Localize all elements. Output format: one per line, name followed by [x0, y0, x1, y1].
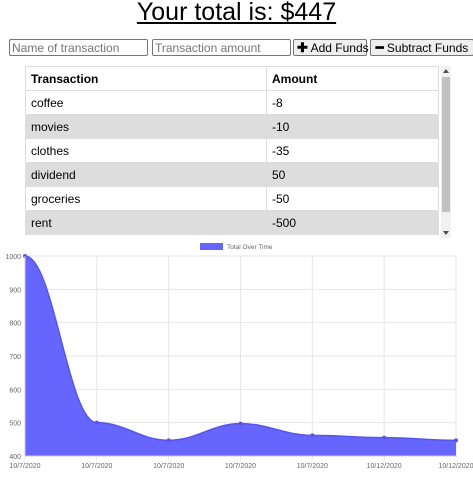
table-row: dividend 50 — [25, 162, 439, 187]
table-row: coffee -8 — [25, 90, 439, 115]
data-point — [238, 421, 243, 426]
transaction-name-cell: clothes — [25, 138, 267, 163]
x-tick-label: 10/7/2020 — [9, 463, 40, 470]
column-header-transaction: Transaction — [25, 66, 267, 91]
y-tick-label: 600 — [9, 387, 21, 394]
scrollbar-thumb[interactable] — [442, 77, 450, 212]
plus-icon: ✚ — [297, 40, 308, 55]
x-tick-label: 10/12/2020 — [367, 463, 402, 470]
table-scrollbar[interactable] — [441, 66, 451, 238]
y-tick-label: 700 — [9, 354, 21, 361]
y-tick-label: 1000 — [5, 254, 21, 261]
total-heading: Your total is: $447 — [136, 0, 337, 26]
column-header-amount: Amount — [266, 66, 439, 91]
add-funds-label: Add Funds — [310, 41, 369, 55]
transaction-amount-cell: 50 — [266, 162, 439, 187]
y-tick-label: 800 — [9, 321, 21, 328]
transaction-table: Transaction Amount coffee -8 movies -10 cl… — [25, 66, 439, 235]
transaction-amount-cell: -8 — [266, 90, 439, 115]
add-funds-button[interactable]: ✚ Add Funds — [293, 39, 369, 56]
y-tick-label: 900 — [9, 287, 21, 294]
legend-label: Total Over Time — [227, 244, 273, 251]
data-point — [454, 438, 458, 443]
legend-swatch — [200, 243, 223, 250]
transaction-name-input[interactable] — [9, 39, 148, 56]
y-tick-label: 400 — [9, 454, 21, 461]
transaction-name-cell: rent — [25, 210, 267, 235]
transaction-amount-cell: -50 — [266, 186, 439, 211]
scroll-up-arrow-icon[interactable] — [443, 69, 449, 73]
table-row: groceries -50 — [25, 186, 439, 211]
data-point — [94, 420, 99, 425]
series-area — [25, 256, 456, 456]
transaction-amount-cell: -35 — [266, 138, 439, 163]
table-row: rent -500 — [25, 210, 439, 235]
table-row: clothes -35 — [25, 138, 439, 163]
x-tick-label: 10/7/2020 — [153, 463, 184, 470]
x-tick-label: 10/7/2020 — [225, 463, 256, 470]
x-tick-label: 10/12/2020 — [438, 463, 473, 470]
transaction-name-cell: coffee — [25, 90, 267, 115]
transaction-name-cell: movies — [25, 114, 267, 139]
data-point — [166, 438, 171, 443]
x-tick-label: 10/7/2020 — [297, 463, 328, 470]
subtract-funds-label: Subtract Funds — [386, 41, 469, 55]
transaction-name-cell: groceries — [25, 186, 267, 211]
transaction-amount-input[interactable] — [152, 39, 291, 56]
x-tick-label: 10/7/2020 — [81, 463, 112, 470]
transaction-table-container: Transaction Amount coffee -8 movies -10 cl… — [25, 66, 451, 238]
transaction-name-cell: dividend — [25, 162, 267, 187]
data-point — [310, 433, 315, 438]
data-point — [382, 435, 387, 440]
transaction-amount-cell: -500 — [266, 210, 439, 235]
table-row: movies -10 — [25, 114, 439, 139]
minus-icon: ━ — [375, 40, 384, 55]
y-tick-label: 500 — [9, 421, 21, 428]
total-over-time-chart: 400 500 600 700 800 900 1000 10/7/2020 10/7/2020… — [5, 243, 473, 470]
subtract-funds-button[interactable]: ━ Subtract Funds — [370, 39, 473, 56]
table-header-row: Transaction Amount — [25, 66, 439, 91]
transaction-amount-cell: -10 — [266, 114, 439, 139]
scroll-down-arrow-icon[interactable] — [443, 231, 449, 235]
